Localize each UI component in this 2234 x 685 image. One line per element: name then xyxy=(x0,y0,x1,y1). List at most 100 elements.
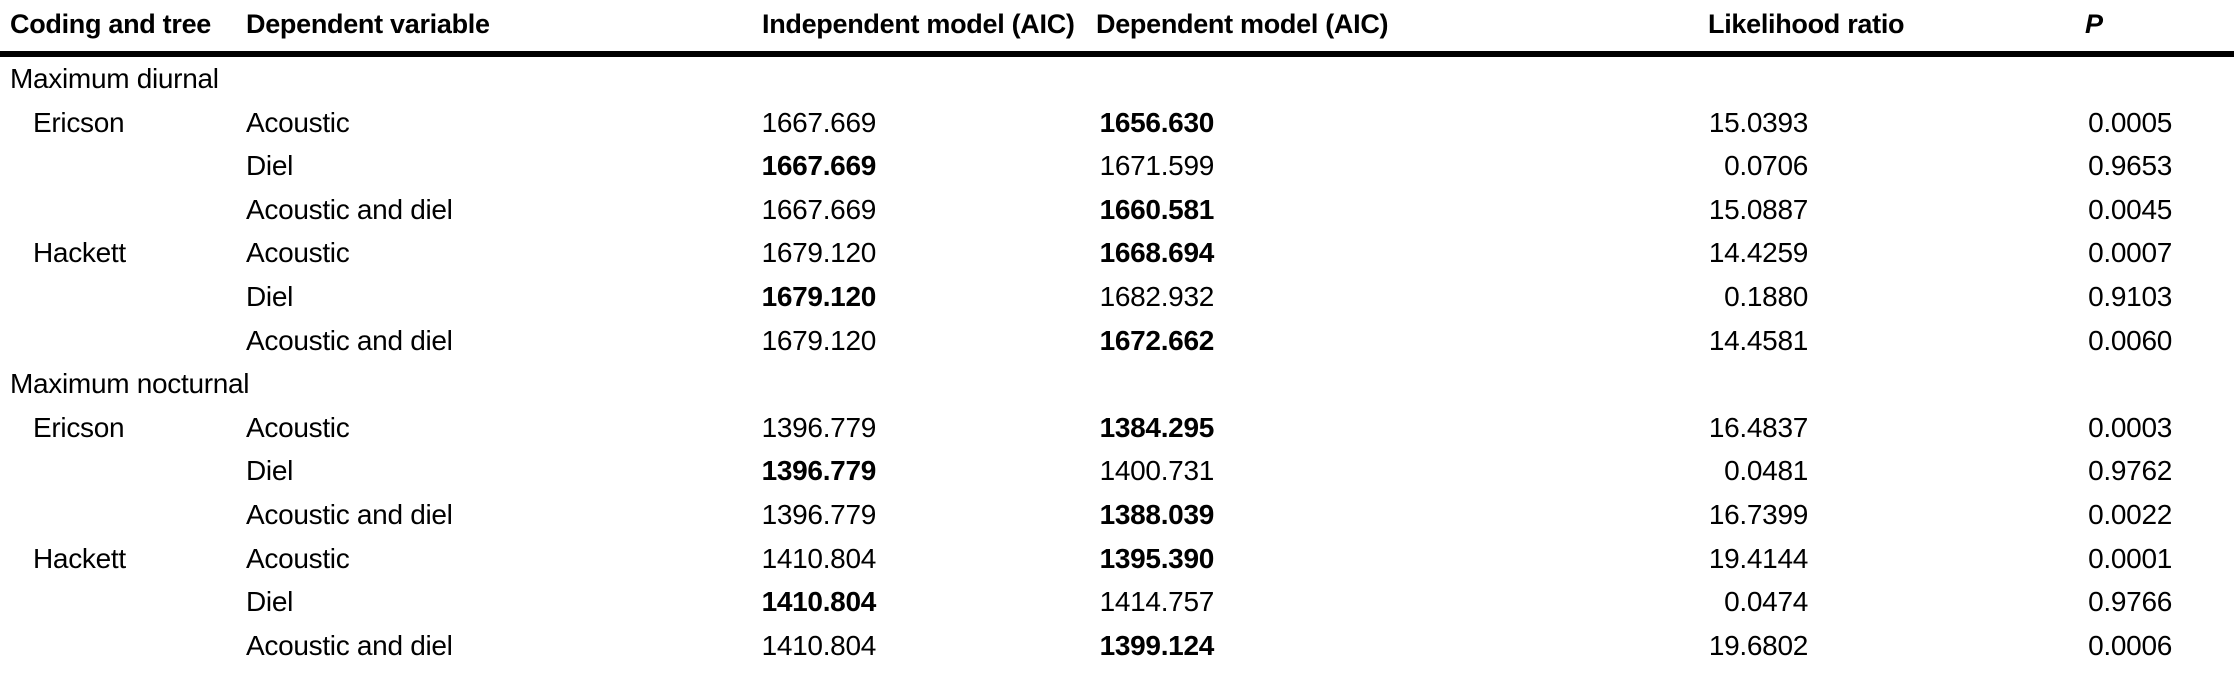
tree-cell xyxy=(0,144,246,188)
likelihood-ratio-cell: 16.4837 xyxy=(1708,406,2085,450)
likelihood-ratio-value: 0.0474 xyxy=(1724,586,1808,618)
dependent-aic-cell: 1682.932 xyxy=(1096,275,1708,319)
independent-aic-cell: 1679.120 xyxy=(758,275,1096,319)
likelihood-ratio-value: 19.4144 xyxy=(1708,542,1808,574)
independent-aic-cell: 1667.669 xyxy=(758,188,1096,232)
independent-aic-value: 1396.779 xyxy=(761,498,877,530)
dependent-variable-cell: Acoustic and diel xyxy=(246,498,453,530)
dependent-aic-value: 1414.757 xyxy=(1099,586,1215,618)
likelihood-ratio-value: 14.4581 xyxy=(1708,324,1808,356)
dependent-aic-cell: 1384.295 xyxy=(1096,406,1708,450)
dependent-aic-cell: 1395.390 xyxy=(1096,537,1708,581)
independent-aic-cell: 1679.120 xyxy=(758,231,1096,275)
table-row: Diel 1679.120 1682.932 0.1880 0.9103 xyxy=(0,275,2234,319)
dependent-aic-cell: 1656.630 xyxy=(1096,101,1708,145)
dependent-aic-value: 1395.390 xyxy=(1099,542,1215,574)
table-row: Diel 1667.669 1671.599 0.0706 0.9653 xyxy=(0,144,2234,188)
table-row: Ericson Acoustic 1667.669 1656.630 15.03… xyxy=(0,101,2234,145)
dependent-aic-cell: 1660.581 xyxy=(1096,188,1708,232)
dependent-variable-cell: Acoustic and diel xyxy=(246,193,453,225)
dependent-variable-cell: Diel xyxy=(246,280,294,312)
likelihood-ratio-value: 0.0706 xyxy=(1724,150,1808,182)
p-value-cell: 0.0005 xyxy=(2085,101,2234,145)
dependent-aic-cell: 1672.662 xyxy=(1096,319,1708,363)
table-row: Acoustic and diel 1396.779 1388.039 16.7… xyxy=(0,493,2234,537)
likelihood-ratio-cell: 15.0887 xyxy=(1708,188,2085,232)
independent-aic-value: 1667.669 xyxy=(761,106,877,138)
dependent-variable-cell: Acoustic xyxy=(246,237,350,269)
dependent-aic-cell: 1671.599 xyxy=(1096,144,1708,188)
p-value: 0.9762 xyxy=(2088,455,2172,487)
header-row: Coding and tree Dependent variable Indep… xyxy=(0,0,2234,57)
table-row: Hackett Acoustic 1410.804 1395.390 19.41… xyxy=(0,537,2234,581)
p-value-cell: 0.0007 xyxy=(2085,231,2234,275)
p-value: 0.9766 xyxy=(2088,586,2172,618)
p-value-cell: 0.9762 xyxy=(2085,449,2234,493)
column-header-likelihood-ratio: Likelihood ratio xyxy=(1708,0,2085,57)
section-label: Maximum diurnal xyxy=(10,63,219,94)
dependent-aic-value: 1399.124 xyxy=(1099,629,1215,661)
dependent-variable-cell: Acoustic xyxy=(246,106,350,138)
tree-cell xyxy=(0,624,246,668)
independent-aic-value: 1410.804 xyxy=(761,542,877,574)
p-value-cell: 0.9103 xyxy=(2085,275,2234,319)
column-header-coding-and-tree: Coding and tree xyxy=(0,0,246,57)
dependent-aic-cell: 1399.124 xyxy=(1096,624,1708,668)
likelihood-ratio-cell: 0.1880 xyxy=(1708,275,2085,319)
dependent-aic-value: 1672.662 xyxy=(1099,324,1215,356)
tree-cell xyxy=(0,449,246,493)
likelihood-ratio-value: 19.6802 xyxy=(1708,629,1808,661)
independent-aic-value: 1410.804 xyxy=(761,629,877,661)
p-value: 0.0005 xyxy=(2088,106,2172,138)
table-row: Ericson Acoustic 1396.779 1384.295 16.48… xyxy=(0,406,2234,450)
likelihood-ratio-value: 14.4259 xyxy=(1708,237,1808,269)
p-value-cell: 0.0001 xyxy=(2085,537,2234,581)
table-row: Diel 1396.779 1400.731 0.0481 0.9762 xyxy=(0,449,2234,493)
table-row: Acoustic and diel 1410.804 1399.124 19.6… xyxy=(0,624,2234,668)
likelihood-ratio-cell: 0.0706 xyxy=(1708,144,2085,188)
tree-cell xyxy=(0,188,246,232)
table-row: Hackett Acoustic 1679.120 1668.694 14.42… xyxy=(0,231,2234,275)
p-value-cell: 0.0022 xyxy=(2085,493,2234,537)
independent-aic-cell: 1667.669 xyxy=(758,101,1096,145)
tree-cell: Ericson xyxy=(33,106,125,138)
p-value-cell: 0.0006 xyxy=(2085,624,2234,668)
likelihood-ratio-cell: 14.4581 xyxy=(1708,319,2085,363)
likelihood-ratio-value: 16.7399 xyxy=(1708,498,1808,530)
independent-aic-value: 1679.120 xyxy=(761,237,877,269)
p-value: 0.0006 xyxy=(2088,629,2172,661)
p-value: 0.0003 xyxy=(2088,411,2172,443)
likelihood-ratio-cell: 19.6802 xyxy=(1708,624,2085,668)
tree-cell: Ericson xyxy=(33,411,125,443)
dependent-aic-value: 1660.581 xyxy=(1099,193,1215,225)
likelihood-ratio-cell: 0.0481 xyxy=(1708,449,2085,493)
independent-aic-value: 1667.669 xyxy=(761,150,877,182)
p-value: 0.0060 xyxy=(2088,324,2172,356)
p-value-cell: 0.9766 xyxy=(2085,580,2234,624)
section-label: Maximum nocturnal xyxy=(10,368,250,400)
independent-aic-cell: 1396.779 xyxy=(758,493,1096,537)
dependent-aic-cell: 1414.757 xyxy=(1096,580,1708,624)
column-header-independent-model-aic: Independent model (AIC) xyxy=(758,0,1096,57)
likelihood-ratio-value: 16.4837 xyxy=(1708,411,1808,443)
dependent-variable-cell: Acoustic and diel xyxy=(246,629,453,661)
p-value-cell: 0.0060 xyxy=(2085,319,2234,363)
p-value-cell: 0.0003 xyxy=(2085,406,2234,450)
column-header-dependent-variable: Dependent variable xyxy=(246,0,758,57)
column-header-dependent-model-aic: Dependent model (AIC) xyxy=(1096,0,1708,57)
likelihood-ratio-value: 15.0393 xyxy=(1708,106,1808,138)
p-value: 0.0045 xyxy=(2088,193,2172,225)
tree-cell xyxy=(0,319,246,363)
table-row: Acoustic and diel 1679.120 1672.662 14.4… xyxy=(0,319,2234,363)
section-row-maximum-diurnal: Maximum diurnal xyxy=(0,54,2234,101)
p-value: 0.9653 xyxy=(2088,150,2172,182)
independent-aic-value: 1396.779 xyxy=(761,411,877,443)
dependent-variable-cell: Acoustic xyxy=(246,411,350,443)
p-value: 0.0001 xyxy=(2088,542,2172,574)
tree-cell: Hackett xyxy=(33,542,126,574)
tree-cell xyxy=(0,580,246,624)
likelihood-ratio-cell: 16.7399 xyxy=(1708,493,2085,537)
dependent-aic-value: 1384.295 xyxy=(1099,411,1215,443)
likelihood-ratio-value: 15.0887 xyxy=(1708,193,1808,225)
